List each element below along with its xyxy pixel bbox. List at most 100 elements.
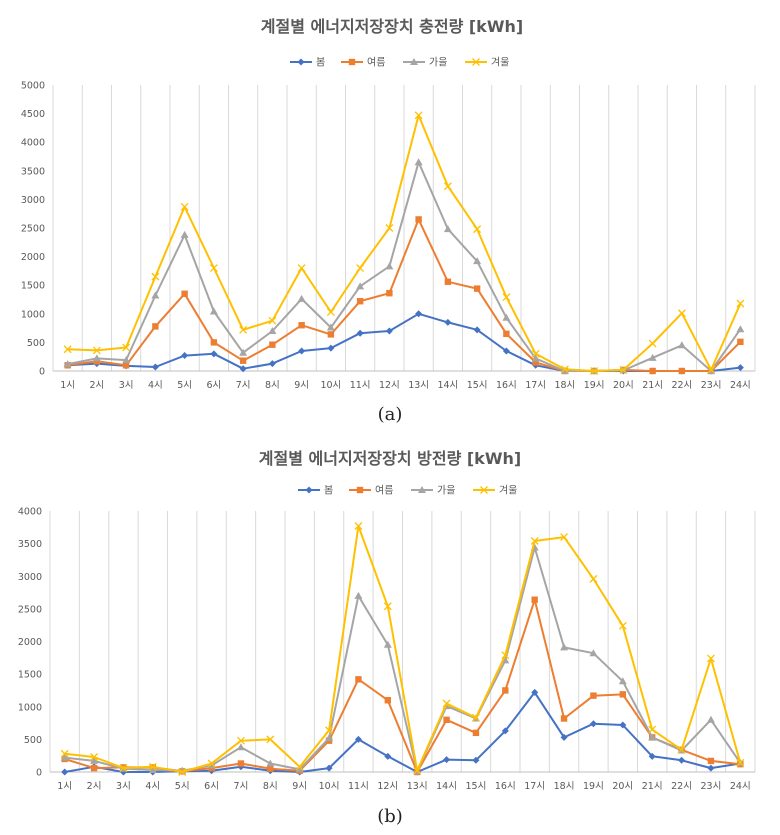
data-point xyxy=(706,654,715,663)
data-point xyxy=(60,749,69,758)
chart-charge-caption: (a) xyxy=(378,404,403,425)
data-point xyxy=(356,298,364,305)
x-tick-label: 9시 xyxy=(294,380,309,391)
series-4 xyxy=(63,111,745,375)
data-point xyxy=(356,282,365,290)
data-point xyxy=(503,330,510,338)
legend-label: 겨울 xyxy=(491,57,509,69)
y-tick-label: 1500 xyxy=(18,670,42,681)
data-point xyxy=(444,278,452,285)
data-point xyxy=(531,596,538,603)
data-point xyxy=(736,758,745,767)
legend-item: 봄 xyxy=(298,485,333,497)
data-point xyxy=(60,753,69,761)
data-point xyxy=(151,363,159,371)
x-tick-label: 5시 xyxy=(177,380,192,391)
x-tick-label: 13시 xyxy=(408,380,429,391)
data-point xyxy=(354,591,363,599)
x-tick-label: 15시 xyxy=(467,380,488,391)
data-point xyxy=(473,285,481,292)
x-tick-label: 19시 xyxy=(584,380,605,391)
x-tick-label: 24시 xyxy=(730,380,751,391)
data-point xyxy=(148,762,157,771)
data-point xyxy=(414,111,423,120)
data-point xyxy=(560,643,569,651)
x-tick-label: 21시 xyxy=(642,781,663,792)
data-point xyxy=(619,721,627,729)
legend-label: 가을 xyxy=(437,485,455,497)
data-point xyxy=(207,761,216,769)
series-line xyxy=(67,218,742,372)
chart-charge-series xyxy=(63,111,745,375)
data-point xyxy=(473,326,481,334)
data-point xyxy=(297,294,306,302)
legend-item: 겨울 xyxy=(473,485,517,497)
data-point xyxy=(385,327,393,335)
data-point xyxy=(619,691,627,698)
x-tick-label: 12시 xyxy=(379,380,400,391)
data-point xyxy=(706,715,715,723)
legend-item: 여름 xyxy=(341,57,385,69)
data-point xyxy=(325,734,334,742)
data-point xyxy=(239,365,247,373)
legend-marker xyxy=(356,486,364,494)
data-point xyxy=(648,353,657,361)
x-tick-label: 11시 xyxy=(350,380,371,391)
data-point xyxy=(590,367,599,375)
chart-charge-grid xyxy=(52,85,756,372)
data-point xyxy=(618,621,627,630)
data-point xyxy=(415,216,422,223)
data-point xyxy=(501,651,510,660)
x-tick-label: 20시 xyxy=(612,781,633,792)
x-tick-label: 23시 xyxy=(701,781,722,792)
data-point xyxy=(266,759,275,767)
legend-marker xyxy=(472,58,480,66)
data-point xyxy=(589,649,598,657)
y-tick-label: 0 xyxy=(36,768,42,779)
y-tick-label: 4000 xyxy=(18,507,42,518)
y-tick-label: 2000 xyxy=(18,637,42,648)
x-tick-label: 6시 xyxy=(206,380,221,391)
x-tick-label: 24시 xyxy=(730,781,751,792)
legend-marker xyxy=(480,486,488,494)
x-tick-label: 4시 xyxy=(145,781,160,792)
legend-label: 여름 xyxy=(367,57,385,69)
data-point xyxy=(442,699,451,708)
chart-discharge-legend: 봄 여름 가을 겨울 xyxy=(298,485,517,497)
data-point xyxy=(63,345,72,354)
data-point xyxy=(707,365,716,374)
data-point xyxy=(152,323,159,330)
data-point xyxy=(181,352,189,360)
data-point xyxy=(295,765,304,773)
x-tick-label: 10시 xyxy=(319,781,340,792)
data-point xyxy=(326,323,335,331)
data-point xyxy=(471,713,480,722)
data-point xyxy=(531,688,539,696)
data-point xyxy=(122,362,130,369)
y-tick-label: 3500 xyxy=(21,166,45,177)
series-line xyxy=(67,161,742,372)
data-point xyxy=(707,757,715,765)
chart-charge-title: 계절별 에너지저장장치 충전량 [kWh] xyxy=(261,17,523,36)
data-point xyxy=(151,272,160,281)
data-point xyxy=(122,343,131,352)
x-tick-label: 2시 xyxy=(87,781,102,792)
data-point xyxy=(472,729,480,737)
x-tick-label: 1시 xyxy=(57,781,72,792)
series-line xyxy=(64,525,742,773)
data-point xyxy=(236,736,245,745)
x-tick-label: 14시 xyxy=(437,380,458,391)
data-point xyxy=(473,257,482,265)
legend-marker xyxy=(305,486,313,494)
chart-charge-x-axis: 1시 2시 3시 4시 5시 6시 7시 8시 9시 10시 11시 12시 13시 14시 15시 16시 1… xyxy=(60,380,751,391)
x-tick-label: 14시 xyxy=(436,781,457,792)
data-point xyxy=(648,339,657,348)
x-tick-label: 1시 xyxy=(60,380,75,391)
y-tick-label: 5000 xyxy=(21,81,45,92)
x-tick-label: 12시 xyxy=(377,781,398,792)
data-point xyxy=(473,225,482,234)
data-point xyxy=(502,293,511,302)
x-tick-label: 9시 xyxy=(292,781,307,792)
x-tick-label: 3시 xyxy=(119,380,134,391)
x-tick-label: 22시 xyxy=(671,781,692,792)
